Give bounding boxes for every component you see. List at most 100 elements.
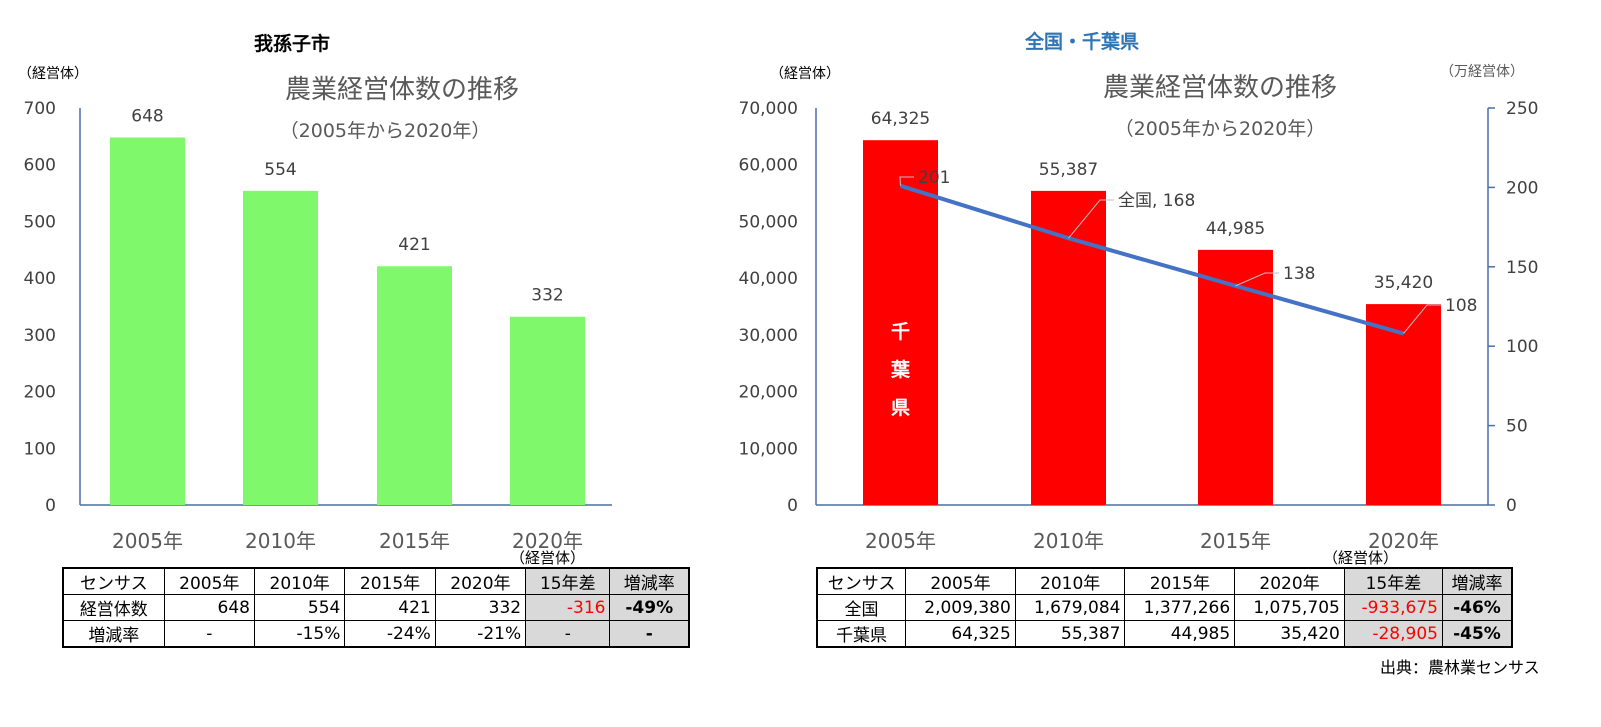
table-unit-right: （経営体）: [1323, 549, 1399, 567]
line-value-label: 201: [918, 168, 950, 188]
table-cell: 421: [344, 594, 436, 621]
bar-value-label: 35,420: [1374, 273, 1433, 293]
table-cell: -933,675: [1343, 594, 1443, 621]
line-value-label: 108: [1445, 296, 1477, 316]
y-tick-label: 50,000: [739, 212, 798, 232]
bar: [1031, 190, 1106, 505]
table-cell: 経営体数: [62, 594, 165, 621]
bar: [110, 137, 185, 505]
x-tick-label: 2015年: [1200, 529, 1271, 553]
table-cell: 1,679,084: [1014, 594, 1126, 621]
line-value-label: 全国, 168: [1118, 191, 1195, 211]
table-cell: 44,985: [1124, 620, 1236, 648]
x-tick-label: 2005年: [112, 529, 183, 553]
table-cell: 35,420: [1234, 620, 1345, 648]
leader-line: [1068, 199, 1114, 239]
y2-tick-label: 100: [1506, 337, 1538, 357]
x-tick-label: 2005年: [865, 529, 936, 553]
table-header-cell: 15年差: [1343, 567, 1443, 595]
table-header-cell: 2015年: [1124, 567, 1236, 595]
table-header-cell: 増減率: [609, 567, 690, 595]
bar-value-label: 648: [131, 106, 163, 126]
bar: [377, 266, 452, 505]
x-tick-label: 2010年: [1033, 529, 1104, 553]
table-header-cell: センサス: [62, 567, 165, 595]
table-cell: 1,377,266: [1124, 594, 1236, 621]
table-cell: -24%: [344, 620, 436, 648]
leader-line: [1403, 304, 1441, 334]
y2-tick-label: 150: [1506, 258, 1538, 278]
y2-tick-label: 250: [1506, 99, 1538, 119]
series-name-label: 千: [891, 321, 910, 343]
table-cell: 1,075,705: [1234, 594, 1345, 621]
table-header-cell: 2010年: [253, 567, 346, 595]
y-tick-label: 0: [787, 496, 798, 516]
y-axis-label: （経営体）: [770, 66, 840, 82]
chart-subtitle: （2005年から2020年）: [1115, 118, 1326, 140]
table-cell: 増減率: [62, 620, 165, 648]
x-tick-label: 2020年: [1368, 529, 1439, 553]
table-row: 千葉県 64,325 55,387 44,985 35,420 -28,905 -45%: [816, 620, 1513, 648]
chart-title: 農業経営体数の推移: [1103, 73, 1337, 103]
table-cell: 332: [434, 594, 527, 621]
chart-heading: 全国・千葉県: [1024, 30, 1139, 53]
y-tick-label: 200: [24, 383, 56, 403]
table-cell: -28,905: [1343, 620, 1443, 648]
y-tick-label: 20,000: [739, 383, 798, 403]
table-cell: 55,387: [1014, 620, 1126, 648]
bar-value-label: 332: [531, 286, 563, 306]
source-note: 出典：農林業センサス: [1380, 658, 1540, 677]
leader-line: [899, 176, 914, 186]
table-header-cell: 2020年: [434, 567, 527, 595]
series-name-label: 県: [891, 397, 910, 419]
table-unit-left: （経営体）: [510, 549, 586, 567]
table-header-row: センサス 2005年 2010年 2015年 2020年 15年差 増減率: [816, 567, 1513, 595]
bar-value-label: 64,325: [871, 109, 930, 129]
bar: [1198, 249, 1273, 505]
y-tick-label: 400: [24, 269, 56, 289]
line-series: [899, 183, 1405, 336]
table-header-cell: 2015年: [344, 567, 436, 595]
line-value-label: 138: [1283, 264, 1315, 284]
table-national-chiba: センサス 2005年 2010年 2015年 2020年 15年差 増減率 全国 2,009,3…: [816, 567, 1513, 648]
table-cell: 千葉県: [816, 620, 907, 648]
bar: [1366, 304, 1441, 505]
bar: [510, 316, 585, 505]
bar: [863, 140, 938, 505]
series-name-label: 葉: [890, 359, 911, 381]
y2-tick-label: 50: [1506, 417, 1528, 437]
table-abiko: センサス 2005年 2010年 2015年 2020年 15年差 増減率 経営体数 648 55…: [62, 567, 690, 648]
table-row: 経営体数 648 554 421 332 -316 -49%: [62, 594, 690, 621]
x-tick-label: 2015年: [379, 529, 450, 553]
y-tick-label: 600: [24, 156, 56, 176]
table-header-row: センサス 2005年 2010年 2015年 2020年 15年差 増減率: [62, 567, 690, 595]
bar-value-label: 554: [264, 160, 296, 180]
y-tick-label: 30,000: [739, 326, 798, 346]
y-tick-label: 60,000: [739, 156, 798, 176]
y-axis-label: （経営体）: [18, 66, 88, 82]
table-header-cell: 2005年: [163, 567, 256, 595]
y-tick-label: 300: [24, 326, 56, 346]
y2-tick-label: 0: [1506, 496, 1517, 516]
table-cell: -46%: [1441, 594, 1513, 621]
table-cell: 64,325: [905, 620, 1016, 648]
table-cell: 648: [163, 594, 256, 621]
table-cell: -316: [525, 594, 611, 621]
table-cell: -: [609, 620, 690, 648]
y-tick-label: 500: [24, 212, 56, 232]
table-header-cell: 増減率: [1441, 567, 1513, 595]
leader-line: [1235, 272, 1279, 287]
table-header-cell: 15年差: [525, 567, 611, 595]
bar-value-label: 421: [398, 235, 430, 255]
table-cell: -49%: [609, 594, 690, 621]
chart-heading: 我孫子市: [254, 32, 330, 55]
y2-tick-label: 200: [1506, 178, 1538, 198]
y-tick-label: 10,000: [739, 439, 798, 459]
table-header-cell: 2005年: [905, 567, 1016, 595]
y-tick-label: 0: [45, 496, 56, 516]
bar-value-label: 44,985: [1206, 219, 1265, 239]
table-cell: -: [525, 620, 611, 648]
table-cell: -15%: [253, 620, 346, 648]
